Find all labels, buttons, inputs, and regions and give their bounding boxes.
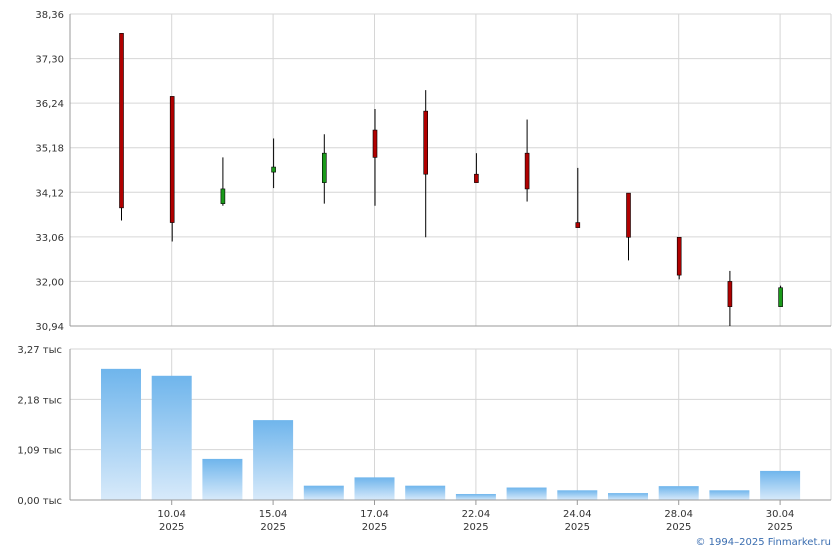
price-tick-label: 37,30 [35, 55, 64, 66]
candle-up [220, 188, 226, 204]
x-tick-label-date: 30.04 [766, 509, 795, 520]
price-tick-label: 30,94 [35, 322, 64, 333]
candle-down [169, 96, 175, 223]
volume-tick-label: 0,00 тыс [17, 496, 62, 507]
x-tick-label-year: 2025 [565, 522, 590, 533]
candle-up [778, 287, 783, 307]
volume-bar [405, 485, 446, 500]
x-tick-label-date: 17.04 [360, 509, 389, 520]
volume-bar [101, 368, 141, 500]
x-tick-label-date: 24.04 [563, 509, 592, 520]
candle-down [524, 152, 530, 190]
candle-down [676, 236, 682, 276]
copyright-link[interactable]: © 1994–2025 Finmarket.ru [695, 537, 831, 548]
volume-bar [658, 486, 699, 500]
x-tick-label-year: 2025 [767, 522, 792, 533]
volume-bar [709, 490, 750, 500]
candle-down [423, 110, 429, 175]
candle-down [372, 129, 378, 158]
volume-bar [557, 490, 598, 500]
volume-bar [151, 375, 192, 500]
volume-bar [354, 477, 395, 500]
volume-bar [202, 458, 243, 500]
candle-down [626, 192, 631, 238]
price-tick-label: 35,18 [35, 144, 64, 155]
candle-down [119, 33, 124, 209]
candle-down [474, 173, 479, 183]
volume-bar [608, 493, 648, 500]
volume-tick-label: 3,27 тыс [17, 345, 62, 356]
volume-panel: 3,27 тыс 2,18 тыс 1,09 тыс 0,00 тыс [17, 345, 832, 507]
price-tick-label: 33,06 [35, 233, 64, 244]
x-tick-label-year: 2025 [362, 522, 387, 533]
price-tick-label: 38,36 [35, 10, 64, 21]
price-tick-label: 36,24 [35, 99, 64, 110]
x-tick-label-date: 15.04 [259, 509, 288, 520]
candle-up [321, 152, 327, 183]
price-tick-label: 34,12 [35, 188, 64, 199]
volume-bar [506, 487, 547, 500]
price-tick-label: 32,00 [35, 277, 64, 288]
price-panel: 38,36 37,30 36,24 35,18 34,12 33,06 32,00 30,94 [35, 10, 832, 333]
candle-down [727, 281, 733, 307]
volume-bar [253, 420, 294, 500]
x-tick-label-date: 10.04 [157, 509, 186, 520]
volume-tick-label: 2,18 тыс [17, 395, 62, 406]
volume-bar [455, 493, 496, 500]
x-tick-label-year: 2025 [260, 522, 285, 533]
x-tick-label-date: 28.04 [664, 509, 693, 520]
volume-tick-label: 1,09 тыс [17, 446, 62, 457]
x-tick-label-year: 2025 [159, 522, 184, 533]
volume-bar [303, 485, 344, 500]
x-tick-label-date: 22.04 [462, 509, 491, 520]
candle-down [575, 222, 581, 228]
x-tick-label-year: 2025 [463, 522, 488, 533]
x-axis: 10.04 2025 15.04 2025 17.04 2025 22.04 2025 24.0… [157, 500, 794, 533]
candle-up [271, 166, 276, 173]
x-tick-label-year: 2025 [666, 522, 691, 533]
volume-bar [760, 470, 801, 500]
